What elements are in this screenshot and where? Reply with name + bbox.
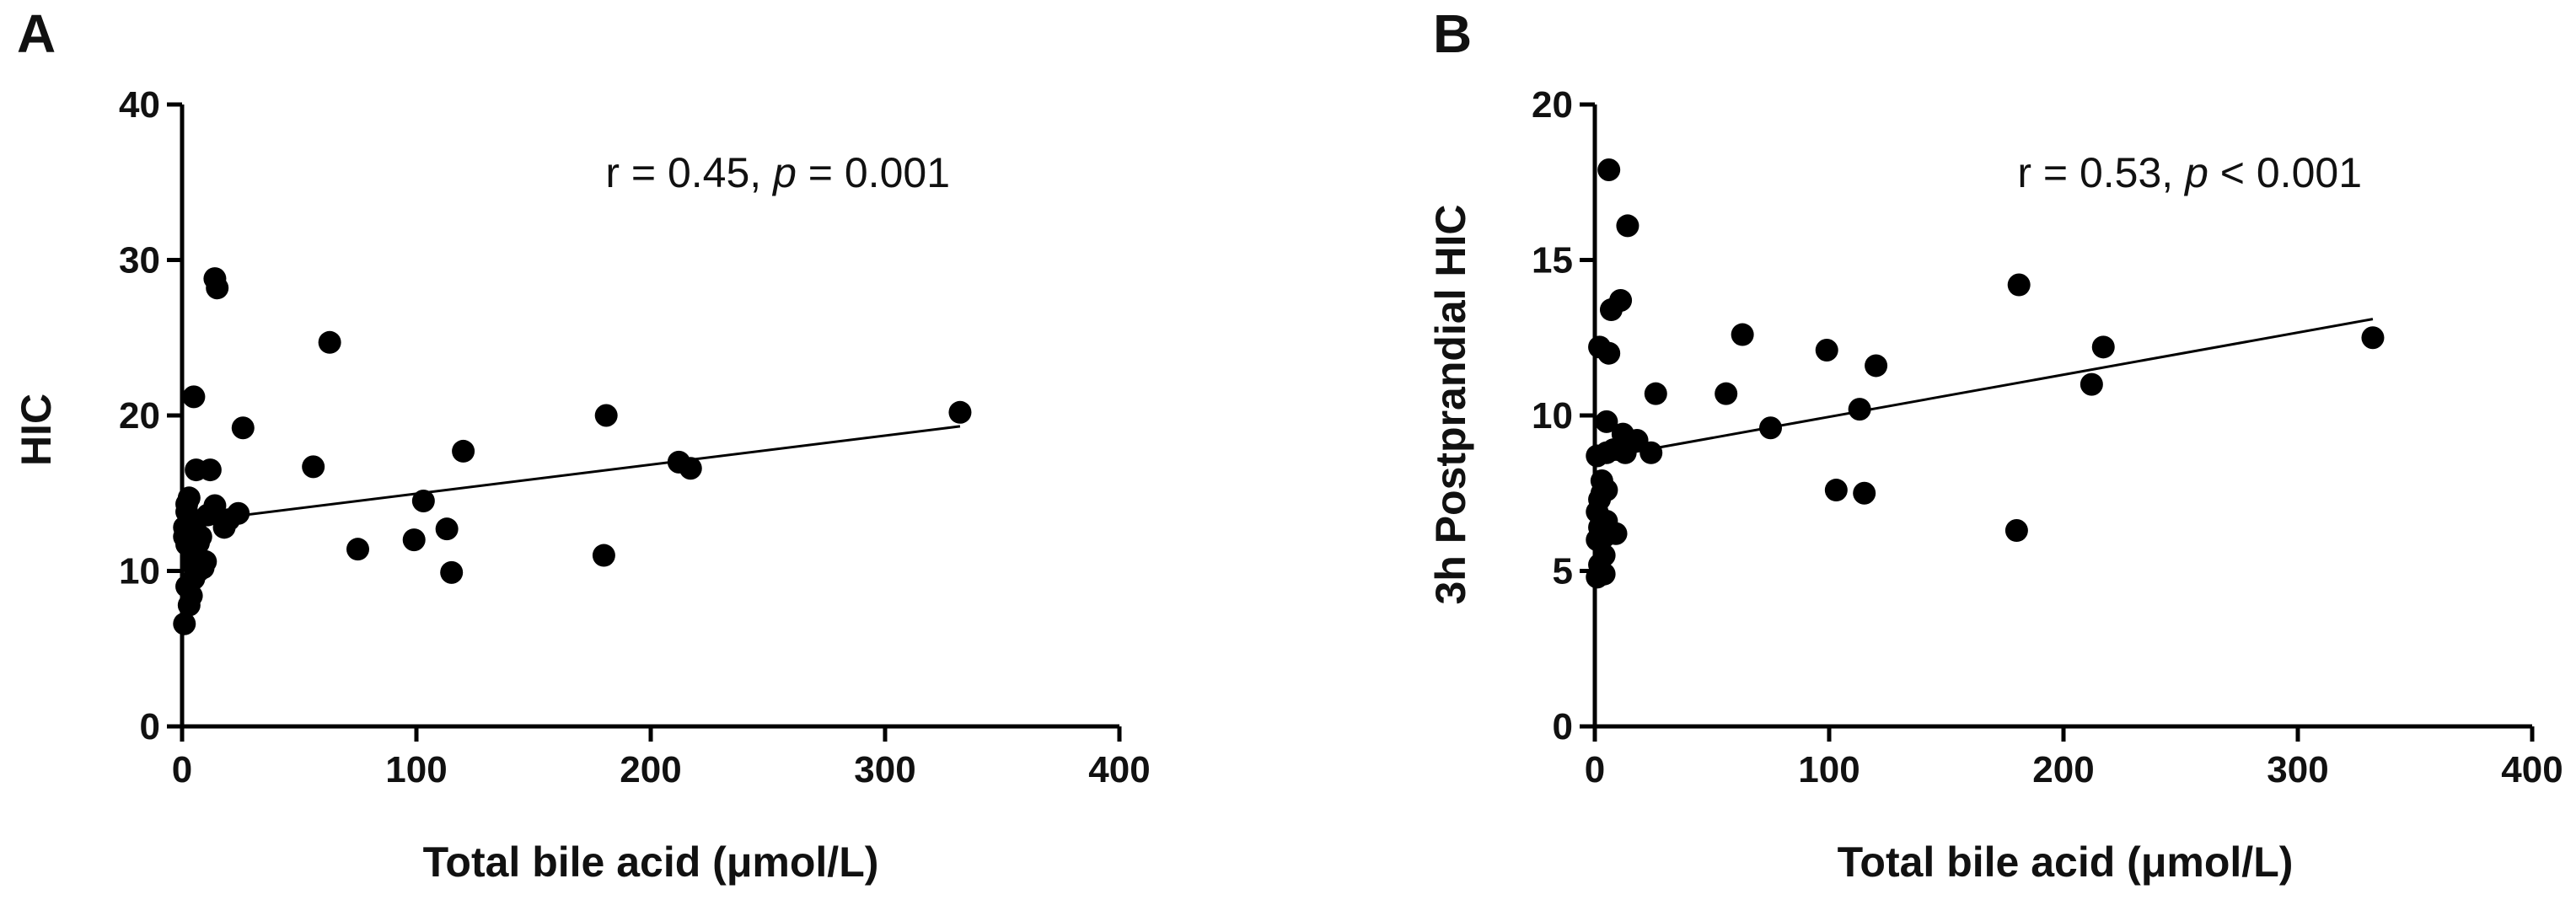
panel-a-fit — [181, 425, 961, 524]
panel-b-data-point — [1759, 416, 1782, 440]
panel-a-x-tick-label: 400 — [1088, 749, 1150, 790]
panel-b-data-point — [2091, 335, 2115, 359]
panel-a-points — [173, 267, 972, 635]
panel-a-data-point — [592, 544, 615, 567]
panel-b-x-tick-label: 300 — [2267, 749, 2328, 790]
panel-b-data-point — [1595, 410, 1618, 433]
panel-b-points — [1586, 158, 2385, 589]
panel-a-data-point — [203, 494, 227, 517]
panel-a: A HIC Total bile acid (μmol/L) r = 0.45,… — [13, 3, 1151, 886]
panel-b-data-point — [2004, 519, 2028, 543]
panel-b-data-point — [1595, 479, 1618, 502]
panel-a-p-symbol: p — [771, 149, 797, 196]
panel-b-p-value: < 0.001 — [2208, 149, 2362, 196]
panel-a-y-tick-label: 30 — [119, 240, 160, 281]
panel-b-data-point — [1824, 479, 1848, 502]
panel-b-label: B — [1433, 3, 1472, 64]
panel-b-x-tick-label: 200 — [2032, 749, 2094, 790]
panel-a-y-tick-label: 10 — [119, 551, 160, 592]
panel-a-x-tick-label: 100 — [385, 749, 447, 790]
panel-b-data-point — [1815, 339, 1838, 362]
panel-b-data-point — [1616, 214, 1640, 238]
panel-a-data-point — [227, 501, 250, 525]
panel-b-data-point — [2080, 372, 2103, 396]
panel-a-data-point — [594, 404, 618, 427]
panel-a-data-point — [302, 455, 325, 479]
panel-b-x-tick-label: 100 — [1798, 749, 1860, 790]
panel-a-x-tick-label: 300 — [854, 749, 915, 790]
panel-a-axes — [180, 104, 1119, 729]
panel-a-data-point — [198, 458, 222, 482]
panel-b-x-tick-label: 400 — [2501, 749, 2563, 790]
panel-b-y-tick-label: 15 — [1532, 240, 1573, 281]
panel-b-data-point — [1597, 158, 1621, 181]
panel-a-x-axis-title: Total bile acid (μmol/L) — [423, 838, 879, 886]
panel-b-data-point — [1597, 341, 1621, 365]
panel-a-data-point — [402, 528, 426, 552]
panel-a-data-point — [679, 457, 702, 480]
panel-a-label: A — [17, 3, 56, 64]
panel-b-data-point — [1715, 382, 1738, 405]
panel-a-data-point — [182, 385, 206, 409]
panel-a-data-point — [189, 525, 212, 549]
panel-b-data-point — [1731, 323, 1754, 346]
panel-b-y-tick-label: 0 — [1553, 706, 1573, 747]
panel-a-y-tick-label: 40 — [119, 84, 160, 126]
panel-a-correlation-annotation: r = 0.45, p = 0.001 — [605, 149, 950, 196]
panel-a-data-point — [318, 330, 341, 354]
panel-a-data-point — [411, 489, 435, 512]
panel-a-data-point — [177, 486, 201, 510]
panel-b-fit — [1594, 318, 2374, 461]
panel-b: B 3h Postprandial HIC Total bile acid (μ… — [1427, 3, 2563, 886]
panel-b-correlation-annotation: r = 0.53, p < 0.001 — [2017, 149, 2362, 196]
panel-b-y-tick-label: 5 — [1553, 551, 1573, 592]
panel-b-p-symbol: p — [2183, 149, 2208, 196]
panel-a-data-point — [435, 517, 459, 541]
panel-b-x-tick-label: 0 — [1585, 749, 1605, 790]
panel-b-r-value: r = 0.53, — [2017, 149, 2185, 196]
panel-a-data-point — [231, 416, 255, 440]
panel-a-data-point — [346, 538, 369, 561]
panel-b-y-tick-label: 20 — [1532, 84, 1573, 126]
panel-b-data-point — [2007, 273, 2031, 297]
panel-b-data-point — [1640, 441, 1663, 464]
panel-b-data-point — [1865, 354, 1888, 378]
panel-a-y-tick-label: 0 — [140, 706, 160, 747]
panel-b-data-point — [1592, 562, 1616, 586]
panel-a-data-point — [440, 560, 464, 584]
panel-a-data-point — [948, 400, 972, 424]
panel-b-regression-line — [1594, 318, 2374, 461]
panel-b-data-point — [1604, 522, 1628, 545]
panel-a-data-point — [206, 276, 229, 300]
panel-a-y-axis-title: HIC — [13, 394, 60, 466]
panel-a-data-point — [173, 612, 196, 635]
panel-a-data-point — [194, 549, 217, 573]
panel-b-data-point — [1609, 288, 1633, 312]
panel-b-data-point — [2361, 326, 2385, 350]
panel-b-axes — [1592, 104, 2532, 729]
panel-b-x-axis-title: Total bile acid (μmol/L) — [1838, 838, 2294, 886]
panel-b-y-axis-title: 3h Postprandial HIC — [1427, 204, 1474, 604]
panel-a-x-tick-label: 200 — [620, 749, 681, 790]
panel-a-y-tick-label: 20 — [119, 395, 160, 437]
panel-a-r-value: r = 0.45, — [605, 149, 773, 196]
panel-a-regression-line — [181, 425, 961, 524]
panel-a-data-point — [452, 439, 475, 463]
panel-b-data-point — [1848, 398, 1871, 421]
panel-a-p-value: = 0.001 — [797, 149, 950, 196]
panel-b-data-point — [1592, 544, 1616, 567]
panel-b-data-point — [1853, 481, 1876, 505]
panel-a-data-point — [180, 584, 203, 608]
panel-a-x-tick-label: 0 — [172, 749, 192, 790]
panel-b-data-point — [1644, 382, 1667, 405]
panel-b-y-tick-label: 10 — [1532, 395, 1573, 437]
